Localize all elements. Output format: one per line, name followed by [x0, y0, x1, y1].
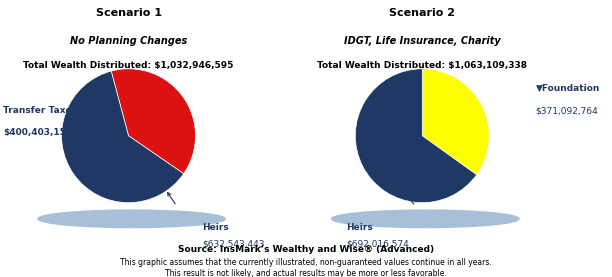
Text: $632,543,443: $632,543,443 — [202, 240, 264, 248]
Ellipse shape — [38, 210, 225, 228]
Text: Total Wealth Distributed: $1,032,946,595: Total Wealth Distributed: $1,032,946,595 — [23, 61, 234, 70]
Text: IDGT, Life Insurance, Charity: IDGT, Life Insurance, Charity — [344, 36, 501, 46]
Text: Scenario 2: Scenario 2 — [389, 8, 455, 18]
Text: Transfer Taxes▼: Transfer Taxes▼ — [3, 106, 84, 115]
Text: Heirs: Heirs — [202, 223, 229, 232]
Text: Heirs: Heirs — [346, 223, 373, 232]
Text: This graphic assumes that the currently illustrated, non-guaranteed values conti: This graphic assumes that the currently … — [120, 258, 492, 267]
Text: No Planning Changes: No Planning Changes — [70, 36, 187, 46]
Text: $692,016,574: $692,016,574 — [346, 240, 409, 248]
Wedge shape — [356, 69, 477, 203]
Ellipse shape — [332, 210, 519, 228]
Text: $400,403,152: $400,403,152 — [3, 129, 72, 137]
Text: Scenario 1: Scenario 1 — [95, 8, 162, 18]
Text: $371,092,764: $371,092,764 — [536, 106, 599, 115]
Wedge shape — [422, 69, 489, 175]
Text: Total Wealth Distributed: $1,063,109,338: Total Wealth Distributed: $1,063,109,338 — [317, 61, 528, 70]
Text: Source: InsMark’s Wealthy and Wise® (Advanced): Source: InsMark’s Wealthy and Wise® (Adv… — [178, 245, 434, 254]
Text: ▼Foundation: ▼Foundation — [536, 84, 600, 93]
Wedge shape — [111, 69, 195, 174]
Wedge shape — [62, 71, 184, 203]
Text: This result is not likely, and actual results may be more or less favorable.: This result is not likely, and actual re… — [165, 269, 447, 277]
